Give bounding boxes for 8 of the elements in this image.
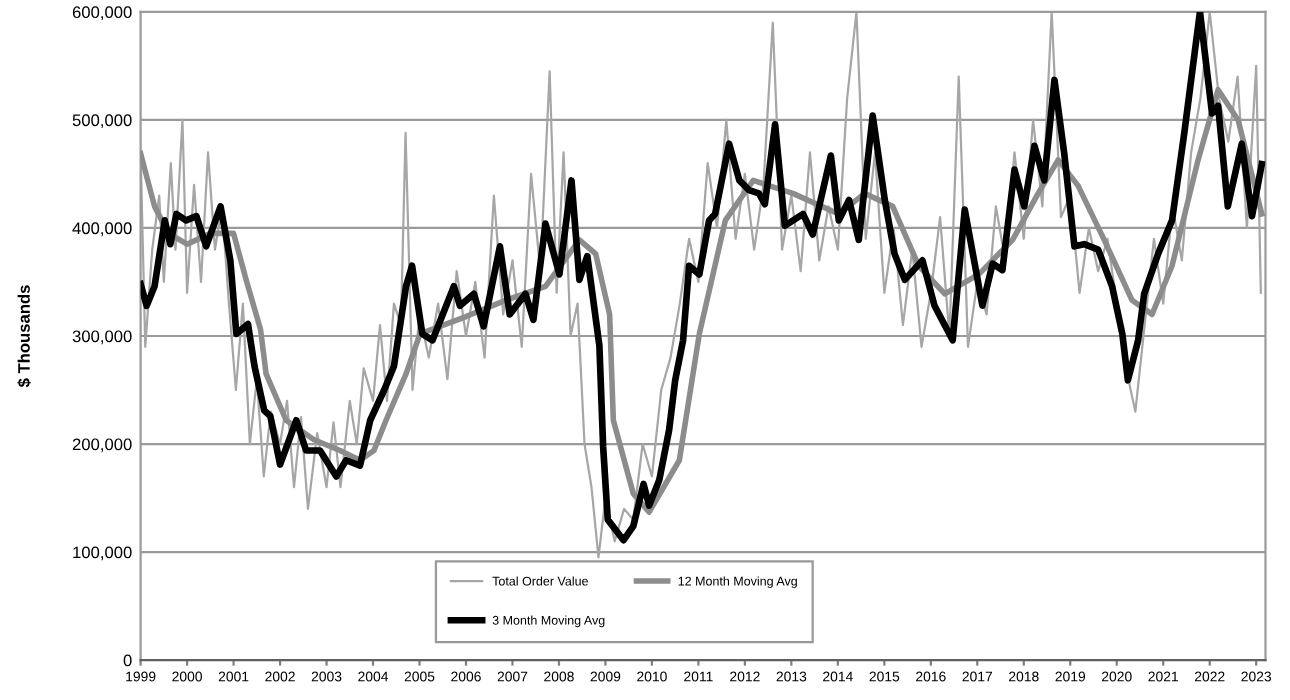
y-tick-label: 200,000: [72, 438, 132, 453]
y-tick-label: 500,000: [72, 114, 132, 129]
y-tick-label: 100,000: [73, 546, 132, 561]
y-tick-label: 600,000: [72, 6, 132, 21]
y-tick-label: 300,000: [72, 330, 132, 345]
y-tick-label: 400,000: [72, 222, 132, 237]
y-axis-title: $ Thousands: [17, 285, 31, 388]
y-tick-label: 0: [123, 654, 132, 667]
